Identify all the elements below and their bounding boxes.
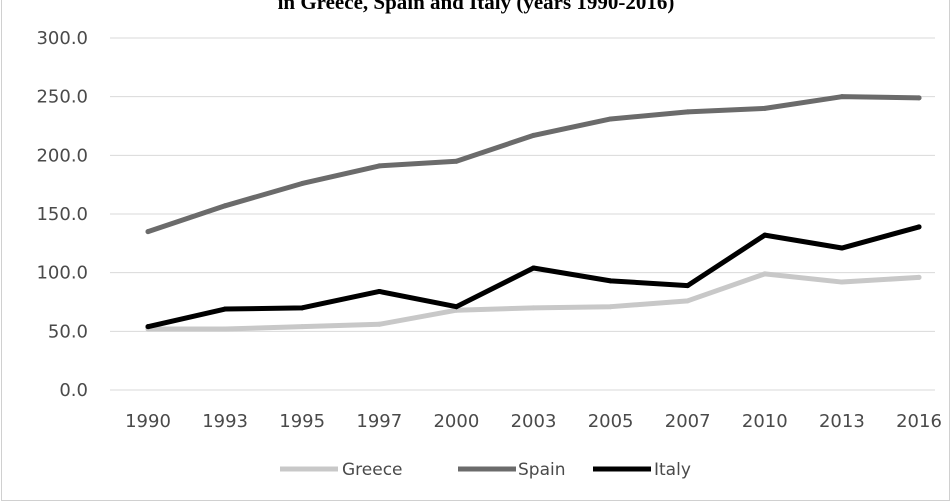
- x-tick-label: 2003: [511, 411, 557, 432]
- x-axis: 1990 1993 1995 1997 2000 2003 2005 2007 2010 2013…: [125, 411, 942, 432]
- series-line-spain: [145, 94, 922, 235]
- data-point-greece: [222, 326, 228, 332]
- data-point-spain: [531, 132, 536, 138]
- data-point-italy: [299, 305, 305, 311]
- data-point-spain: [839, 94, 845, 100]
- x-tick-label: 2007: [665, 411, 711, 432]
- legend-label-italy: Italy: [654, 460, 691, 480]
- y-tick-label: 50.0: [48, 321, 88, 342]
- x-tick-label: 2016: [896, 411, 942, 432]
- data-point-italy: [531, 265, 536, 271]
- y-tick-label: 200.0: [36, 145, 88, 166]
- data-point-italy: [839, 245, 845, 251]
- data-point-spain: [376, 163, 382, 169]
- data-point-greece: [299, 324, 305, 330]
- legend-label-greece: Greece: [342, 460, 403, 480]
- data-point-italy: [222, 306, 228, 312]
- chart-title: in Greece, Spain and Italy (years 1990-2…: [277, 0, 675, 14]
- data-point-spain: [608, 116, 614, 122]
- y-tick-label: 250.0: [36, 87, 88, 108]
- data-point-greece: [916, 274, 922, 280]
- data-point-italy: [453, 304, 459, 310]
- data-point-italy: [685, 283, 691, 289]
- data-point-greece: [531, 305, 536, 311]
- x-tick-label: 1995: [279, 411, 325, 432]
- data-point-italy: [376, 288, 382, 294]
- data-point-italy: [762, 232, 768, 238]
- y-tick-label: 150.0: [36, 204, 88, 225]
- data-point-spain: [299, 180, 305, 186]
- data-point-italy: [916, 224, 922, 230]
- data-point-greece: [376, 321, 382, 327]
- legend-label-spain: Spain: [518, 460, 566, 480]
- data-point-italy: [608, 278, 614, 284]
- y-axis: 0.0 50.0 100.0 150.0 200.0 250.0 300.0: [36, 28, 88, 401]
- x-tick-label: 1990: [125, 411, 171, 432]
- series-line-greece: [145, 271, 922, 332]
- data-point-greece: [608, 304, 614, 310]
- legend: Greece Spain Italy: [280, 460, 691, 480]
- x-tick-label: 1997: [356, 411, 402, 432]
- data-point-greece: [762, 271, 768, 277]
- data-point-spain: [222, 203, 228, 209]
- y-tick-label: 0.0: [59, 380, 88, 401]
- x-tick-label: 2010: [742, 411, 788, 432]
- data-point-spain: [916, 95, 922, 101]
- data-point-spain: [685, 109, 691, 115]
- y-tick-label: 100.0: [36, 263, 88, 284]
- x-tick-label: 2005: [588, 411, 634, 432]
- data-point-italy: [145, 324, 151, 330]
- x-tick-label: 1993: [202, 411, 248, 432]
- x-tick-label: 2013: [819, 411, 865, 432]
- data-point-spain: [145, 229, 151, 235]
- y-tick-label: 300.0: [36, 28, 88, 49]
- data-point-greece: [685, 298, 691, 304]
- gridlines: [110, 37, 935, 391]
- x-tick-label: 2000: [433, 411, 479, 432]
- data-point-spain: [453, 158, 459, 164]
- data-point-spain: [762, 105, 768, 111]
- series-lines: [145, 94, 922, 332]
- data-point-greece: [839, 279, 845, 285]
